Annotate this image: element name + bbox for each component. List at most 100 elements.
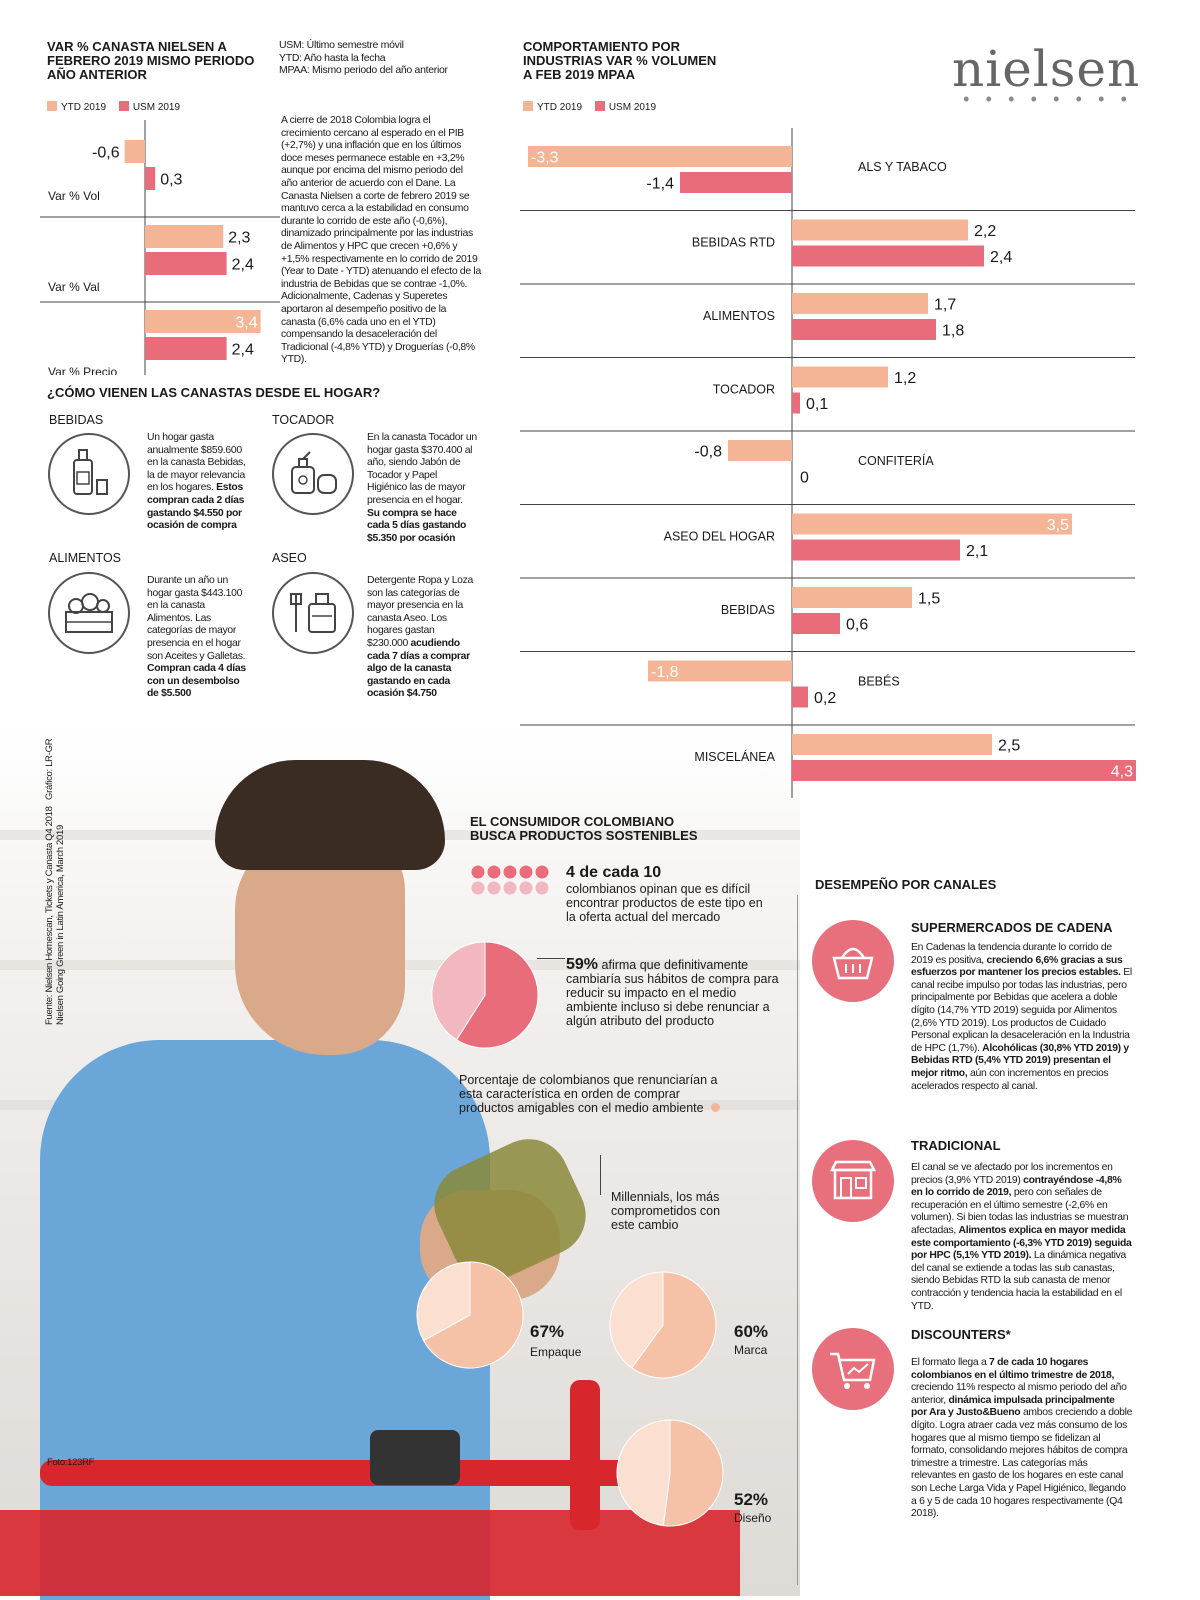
four-of-ten-dots — [471, 865, 549, 895]
category-label: ALIMENTOS — [703, 309, 775, 323]
bar-value-label: -3,3 — [531, 150, 559, 167]
basket-name: TOCADOR — [272, 413, 335, 427]
food-crate-icon — [48, 572, 130, 654]
stat1-head: 4 de cada 10 — [566, 864, 662, 881]
pie-diseno-pct: 52% — [734, 1490, 769, 1509]
bar-value-label: 2,4 — [990, 249, 1012, 266]
bar-value-label: 1,2 — [894, 370, 916, 387]
channel-text-bold: Alimentos explica en mayor medida este c… — [911, 1224, 1132, 1262]
pie-diseno-label: Diseño — [734, 1511, 772, 1525]
bar-usm — [792, 319, 936, 340]
sustainable-title: EL CONSUMIDOR COLOMBIANO BUSCA PRODUCTOS… — [470, 814, 698, 843]
channel-text: El canal se ve afectado por los incremen… — [911, 1162, 1133, 1313]
bar-usm — [792, 539, 960, 561]
channels-divider — [797, 895, 798, 1585]
category-label: Var % Vol — [48, 189, 100, 203]
basket-text-plain: Un hogar gasta anualmente $859.600 en la… — [147, 432, 246, 494]
glossary-ytd: YTD: Año hasta la fecha — [279, 51, 386, 64]
legend-ytd-label: YTD 2019 — [61, 102, 107, 113]
bar-usm — [792, 392, 800, 414]
pie-diseno — [616, 1419, 724, 1527]
basket-text-plain: En la canasta Tocador un hogar gasta $37… — [367, 432, 477, 506]
bar-usm — [145, 167, 156, 190]
canasta-chart: -0,6 0,3 Var % Vol 2,3 2,4 Var % Val 3,4 2,4 Var… — [40, 120, 280, 375]
pie-slice — [609, 1271, 664, 1369]
baskets-title: ¿CÓMO VIENEN LAS CANASTAS DESDE EL HOGAR… — [47, 385, 381, 400]
channel-name: SUPERMERCADOS DE CADENA — [911, 920, 1113, 935]
channel-name: TRADICIONAL — [911, 1138, 1001, 1153]
credit-fuente: Fuente: Nielsen Homescan, Tickets y Cana… — [44, 806, 66, 1025]
bar-usm — [145, 252, 227, 275]
bar-value-label: 0,1 — [806, 396, 828, 413]
bar-value-label: 0,6 — [846, 617, 868, 634]
industries-title: COMPORTAMIENTO POR INDUSTRIAS VAR % VOLU… — [523, 39, 717, 82]
bar-value-label: -1,8 — [651, 664, 679, 681]
stat1-text: colombianos opinan que es difícil encont… — [566, 882, 763, 924]
bar-usm — [792, 686, 808, 708]
bar-ytd — [528, 146, 792, 167]
soap-icon — [272, 433, 354, 515]
basket-text: Un hogar gasta anualmente $859.600 en la… — [147, 432, 252, 533]
pie-59-leader — [537, 958, 565, 959]
bar-value-label: 1,5 — [918, 591, 940, 608]
industries-chart: -3,3 -1,4 ALS Y TABACO 2,2 2,4 BEBIDAS RTD 1,7… — [520, 128, 1136, 798]
person-dot — [471, 865, 485, 879]
cleaning-icon — [272, 572, 354, 654]
credit-fuente-1: Fuente: Nielsen Homescan, Tickets y Cana… — [44, 806, 55, 1025]
bar-ytd — [145, 310, 261, 333]
channel-text-part: El canal recibe impulso por todas las in… — [911, 967, 1132, 1054]
bar-value-label: 0,3 — [160, 172, 182, 189]
category-label: BEBIDAS — [721, 603, 775, 617]
category-label: CONFITERÍA — [858, 453, 934, 468]
right-legend: YTD 2019 USM 2019 — [523, 101, 656, 113]
bar-ytd — [792, 587, 912, 608]
basket-icon — [812, 920, 894, 1002]
bar-value-label: 2,3 — [228, 230, 250, 247]
channel-text-bold: dinámica impulsada principalmente por Ar… — [911, 1394, 1115, 1419]
bar-value-label: 3,4 — [235, 315, 257, 332]
legend-usm-label: USM 2019 — [608, 102, 657, 113]
pie-empaque-pct: 67% — [530, 1322, 565, 1341]
person-dot — [519, 865, 533, 879]
basket-text: Durante un año un hogar gasta $443.100 e… — [147, 575, 252, 701]
person-dot — [487, 865, 501, 879]
channel-text-part: El formato llega a — [911, 1357, 990, 1368]
basket-text-bold: Estos compran cada 2 días gastando $4.55… — [147, 482, 245, 532]
category-label: ALS Y TABACO — [858, 160, 947, 174]
basket-text: En la canasta Tocador un hogar gasta $37… — [367, 432, 477, 545]
channel-name: DISCOUNTERS* — [911, 1327, 1011, 1342]
millennials-text: Millennials, los más comprometidos con e… — [611, 1190, 721, 1232]
renounce-dot — [711, 1103, 721, 1112]
pie-empaque — [416, 1261, 524, 1369]
bar-value-label: 0 — [800, 470, 809, 487]
bar-value-label: -1,4 — [646, 176, 674, 193]
person-dot — [503, 881, 517, 895]
pie-marca-label: Marca — [734, 1343, 768, 1357]
channel-text-part: aún con incrementos en precios acelerado… — [911, 1067, 1109, 1092]
channel-text: En Cadenas la tendencia durante lo corri… — [911, 942, 1133, 1093]
legend-usm-label: USM 2019 — [132, 102, 181, 113]
renounce-text: Porcentaje de colombianos que renunciarí… — [459, 1073, 729, 1115]
channel-text-bold: 7 de cada 10 hogares colombianos en el ú… — [911, 1357, 1115, 1381]
legend-ytd-label: YTD 2019 — [537, 102, 583, 113]
basket-name: ALIMENTOS — [49, 551, 122, 565]
channel-text-bold: creciendo 6,6% gracias a sus esfuerzos p… — [911, 954, 1123, 979]
bar-value-label: 1,7 — [934, 297, 956, 314]
basket-text-bold: Su compra se hace cada 5 días gastando $… — [367, 507, 467, 544]
bar-ytd — [792, 219, 968, 241]
stat2-head: 59% — [566, 956, 599, 973]
bar-ytd — [792, 293, 928, 314]
pie-59 — [431, 941, 539, 1049]
pie-marca-pct: 60% — [734, 1322, 769, 1341]
stat2-text: afirma que definitivamente cambiaría sus… — [566, 958, 779, 1028]
bar-ytd — [648, 660, 792, 682]
channel-text-part: La dinámica negativa del canal se extien… — [911, 1250, 1127, 1312]
pie-slice — [631, 1271, 717, 1379]
category-label: BEBIDAS RTD — [692, 236, 775, 250]
bar-value-label: 3,5 — [1047, 517, 1069, 534]
basket-text-plain: Durante un año un hogar gasta $443.100 e… — [147, 575, 246, 662]
logo-dots — [955, 96, 1135, 102]
bar-ytd — [792, 366, 888, 388]
channel-text-part: En Cadenas la tendencia durante lo corri… — [911, 942, 1112, 966]
pie-slice — [416, 1261, 471, 1342]
